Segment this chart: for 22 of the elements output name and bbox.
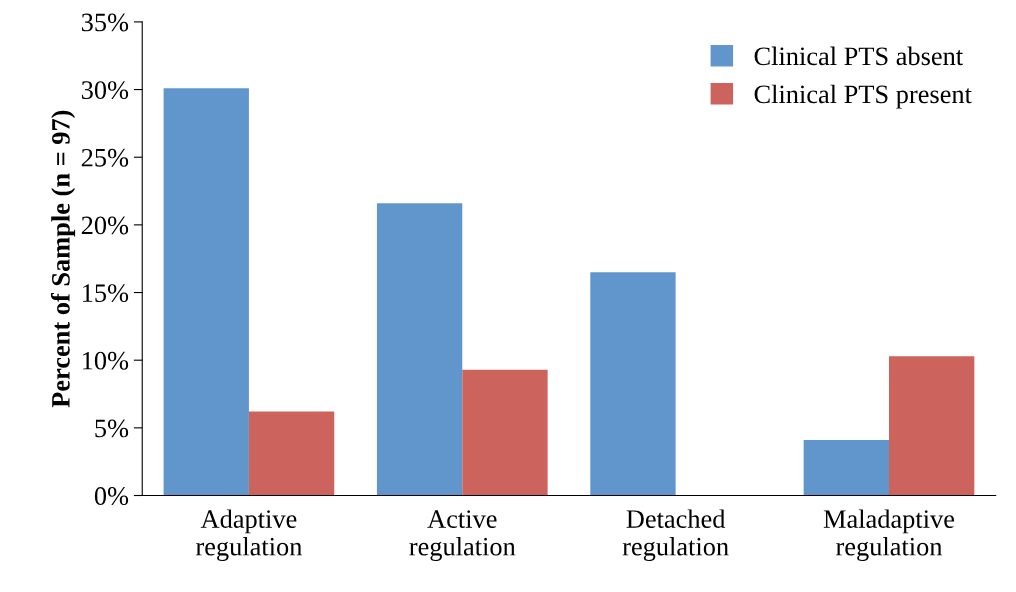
bar bbox=[376, 203, 463, 496]
bar bbox=[590, 272, 676, 496]
legend-label: Clinical PTS absent bbox=[754, 46, 963, 66]
y-tick-label: 35% bbox=[81, 13, 129, 32]
y-tick-label: 30% bbox=[81, 81, 129, 100]
y-tick-label: 15% bbox=[83, 284, 129, 303]
bar bbox=[803, 440, 889, 496]
x-tick-label: Detached regulation bbox=[622, 509, 729, 561]
y-tick-label: 10% bbox=[83, 351, 129, 370]
bar bbox=[889, 356, 975, 496]
y-axis-title: Percent of Sample (n = 97) bbox=[50, 110, 76, 408]
x-tick-label: Maladaptive regulation bbox=[823, 509, 955, 561]
bar bbox=[462, 369, 548, 496]
y-tick-label: 5% bbox=[95, 419, 129, 438]
bar bbox=[248, 411, 335, 496]
y-tick-label: 20% bbox=[81, 216, 129, 235]
y-tick-label: 0% bbox=[94, 487, 129, 506]
x-tick-label: Adaptive regulation bbox=[195, 509, 303, 561]
x-tick-label: Active regulation bbox=[409, 510, 516, 561]
bar bbox=[163, 88, 249, 496]
y-tick-label: 25% bbox=[81, 148, 129, 167]
legend-label: Clinical PTS present bbox=[754, 84, 972, 109]
